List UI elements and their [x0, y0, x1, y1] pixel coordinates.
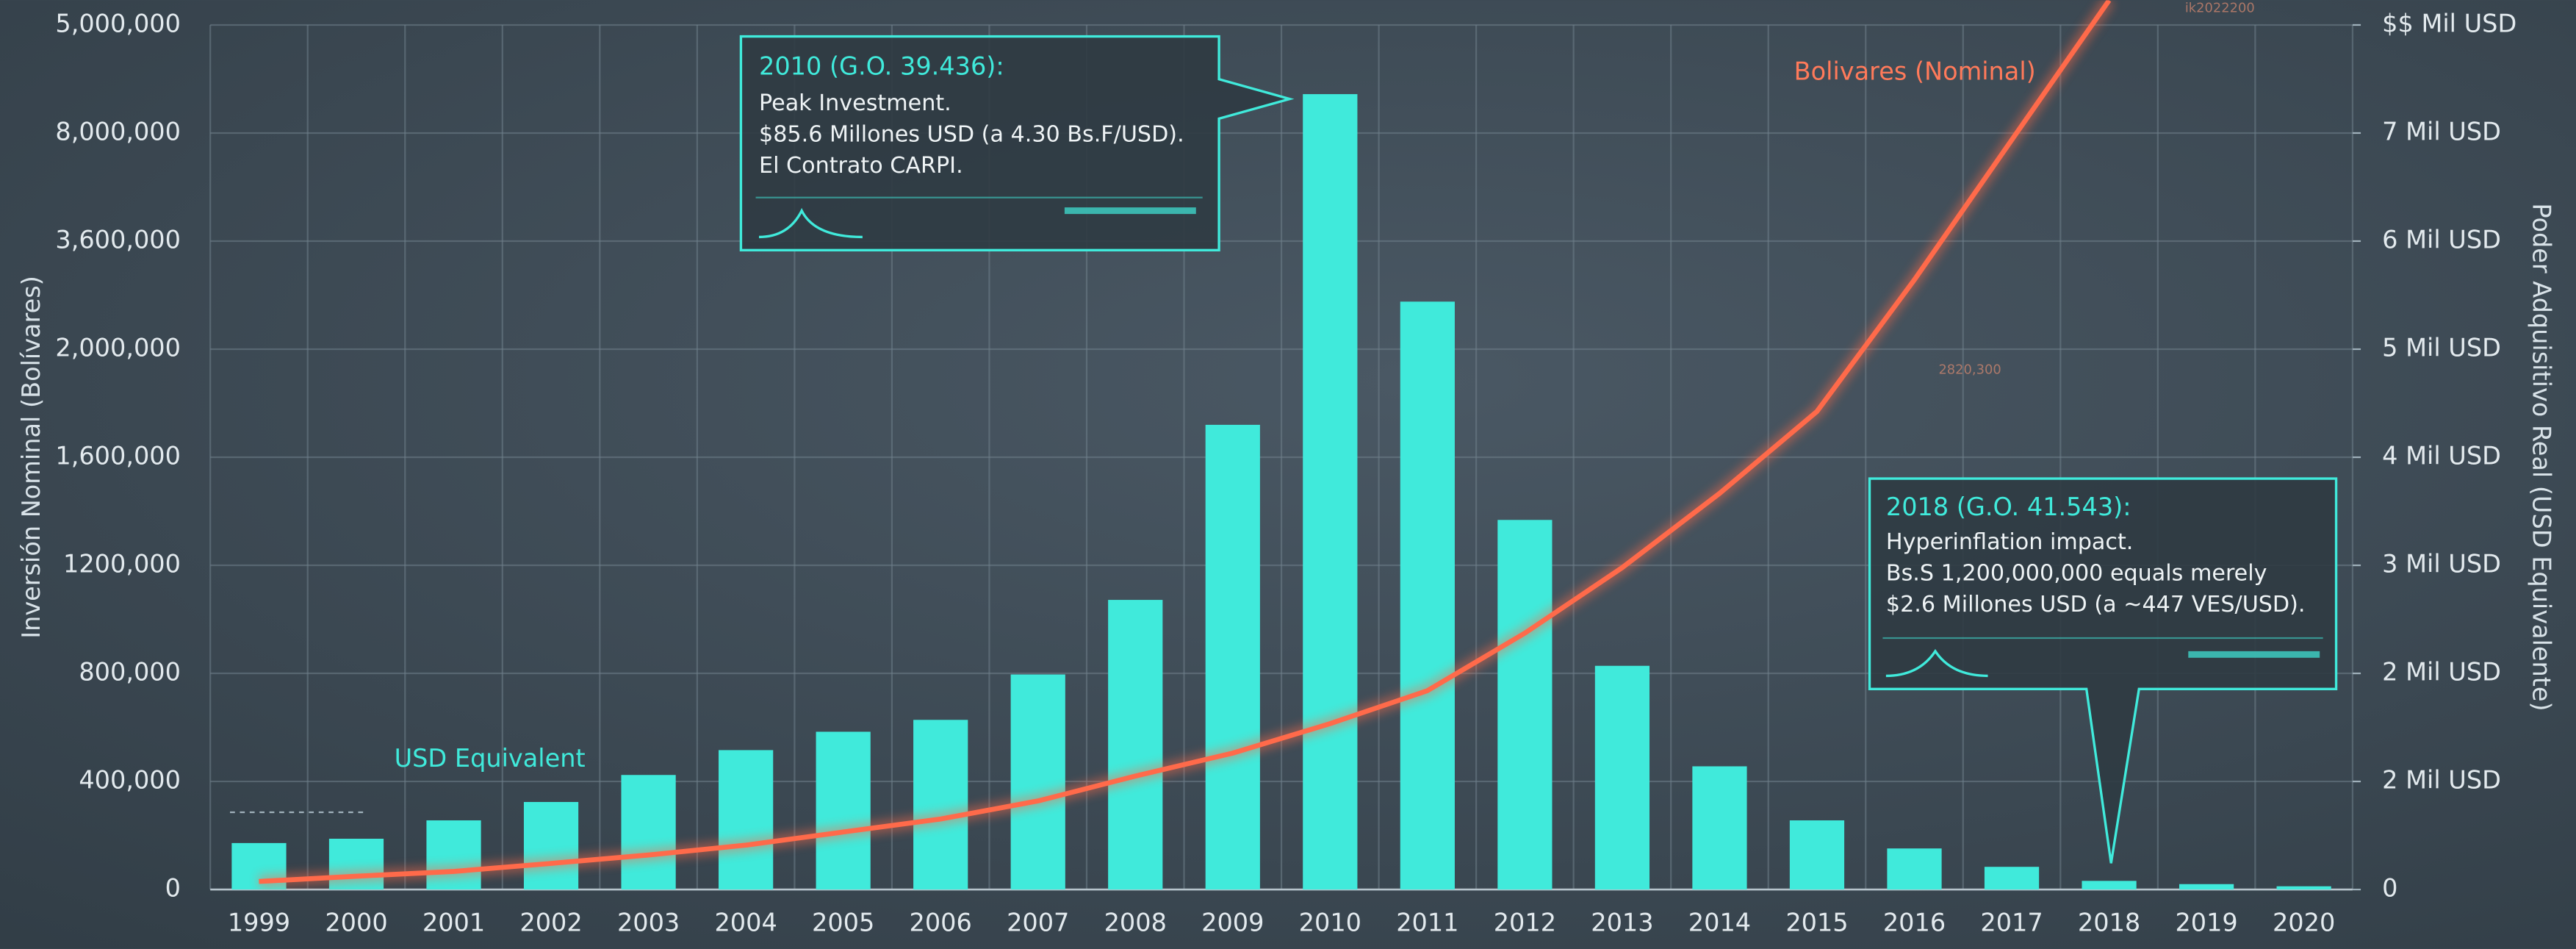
y2-tick-label: 6 Mil USD — [2382, 225, 2501, 254]
bar — [1497, 520, 1553, 890]
line-series-label: Bolivares (Nominal) — [1794, 57, 2036, 85]
bar — [2276, 886, 2331, 890]
x-tick-label: 2010 — [1299, 909, 1361, 937]
x-tick-label: 2018 — [2078, 909, 2140, 937]
decor-wave — [1885, 648, 1988, 678]
bar — [1789, 820, 1845, 890]
x-tick-label: 2013 — [1591, 909, 1653, 937]
y-tick-label: 0 — [165, 874, 181, 903]
bar — [1303, 94, 1358, 890]
y-tick-label: 5,000,000 — [55, 9, 181, 37]
bar — [1400, 301, 1455, 890]
bar — [1984, 867, 2040, 890]
bar — [1010, 674, 1065, 890]
faint-label: ik2022200 — [2185, 1, 2255, 16]
annotation-title: 2018 (G.O. 41.543): — [1886, 493, 2131, 521]
y-tick-label: 1200,000 — [63, 550, 181, 579]
x-tick-label: 2017 — [1980, 909, 2043, 937]
x-tick-label: 2002 — [519, 909, 582, 937]
bar — [719, 750, 774, 890]
x-tick-label: 2009 — [1201, 909, 1264, 937]
x-tick-label: 1999 — [228, 909, 290, 937]
y2-tick-label: 0 — [2382, 874, 2397, 903]
annotation-box: 2018 (G.O. 41.543): Hyperinflation impac… — [1868, 477, 2338, 864]
annotation-line: $2.6 Millones USD (a ~447 VES/USD). — [1886, 592, 2306, 617]
y2-tick-label: $$ Mil USD — [2382, 9, 2516, 37]
bar — [1692, 766, 1747, 890]
annotation-line: El Contrato CARPI. — [759, 153, 963, 179]
y-tick-label: 1,600,000 — [55, 442, 181, 470]
annotation-frame — [1868, 477, 2338, 864]
decor-bar — [2188, 651, 2320, 658]
annotation-line: $85.6 Millones USD (a 4.30 Bs.F/USD). — [759, 121, 1184, 147]
bar — [2179, 884, 2234, 890]
bar-series-label: USD Equivalent — [395, 744, 586, 773]
x-tick-label: 2014 — [1688, 909, 1751, 937]
line-group — [258, 0, 2115, 889]
x-tick-label: 2007 — [1007, 909, 1069, 937]
y2-tick-label: 2 Mil USD — [2382, 766, 2501, 795]
bar — [1108, 600, 1163, 890]
x-tick-label: 2015 — [1785, 909, 1848, 937]
bar — [1887, 848, 1942, 890]
bar — [1205, 424, 1260, 890]
y-tick-label: 800,000 — [79, 658, 181, 687]
y-tick-label: 3,600,000 — [55, 225, 181, 254]
y2-axis-title: Poder Adquisitivo Real (USD Equivalente) — [2527, 203, 2555, 711]
bar — [2082, 881, 2137, 890]
decor-wave — [759, 207, 863, 239]
y2-tick-label: 2 Mil USD — [2382, 658, 2501, 687]
y-tick-label: 400,000 — [79, 766, 181, 795]
grid — [209, 24, 2361, 891]
bar — [426, 820, 481, 890]
annotation-box: 2010 (G.O. 39.436): Peak Investment. $85… — [739, 35, 1295, 251]
x-tick-label: 2003 — [617, 909, 680, 937]
faint-label: 2820,300 — [1938, 362, 2001, 378]
x-tick-label: 2004 — [714, 909, 777, 937]
y-tick-label: 8,000,000 — [55, 117, 181, 146]
y2-tick-label: 3 Mil USD — [2382, 550, 2501, 579]
line — [259, 0, 2112, 884]
y2-tick-label: 4 Mil USD — [2382, 442, 2501, 470]
y-tick-label: 2,000,000 — [55, 334, 181, 362]
y2-tick-label: 5 Mil USD — [2382, 334, 2501, 362]
x-tick-label: 2001 — [422, 909, 485, 937]
bar — [1594, 665, 1650, 890]
x-tick-label: 2006 — [910, 909, 972, 937]
bar — [621, 775, 676, 890]
marks — [231, 0, 2331, 890]
bar — [523, 802, 579, 890]
annotation-line: Bs.S 1,200,000,000 equals merely — [1886, 560, 2267, 586]
x-tick-label: 2000 — [325, 909, 387, 937]
bar — [913, 720, 968, 890]
y-axis-title: Inversión Nominal (Bolívares) — [17, 276, 46, 639]
annotation-title: 2010 (G.O. 39.436): — [759, 52, 1004, 81]
x-tick-label: 2020 — [2273, 909, 2335, 937]
decor-bar — [1064, 207, 1196, 215]
x-tick-label: 2008 — [1104, 909, 1167, 937]
annotation-line: Peak Investment. — [759, 90, 951, 116]
x-tick-label: 2019 — [2175, 909, 2237, 937]
annotation-line: Hyperinflation impact. — [1886, 529, 2133, 555]
x-tick-label: 2012 — [1494, 909, 1556, 937]
x-tick-label: 2016 — [1883, 909, 1946, 937]
bar — [816, 731, 871, 890]
x-tick-label: 2011 — [1396, 909, 1458, 937]
y2-tick-label: 7 Mil USD — [2382, 117, 2501, 146]
x-tick-label: 2005 — [812, 909, 874, 937]
